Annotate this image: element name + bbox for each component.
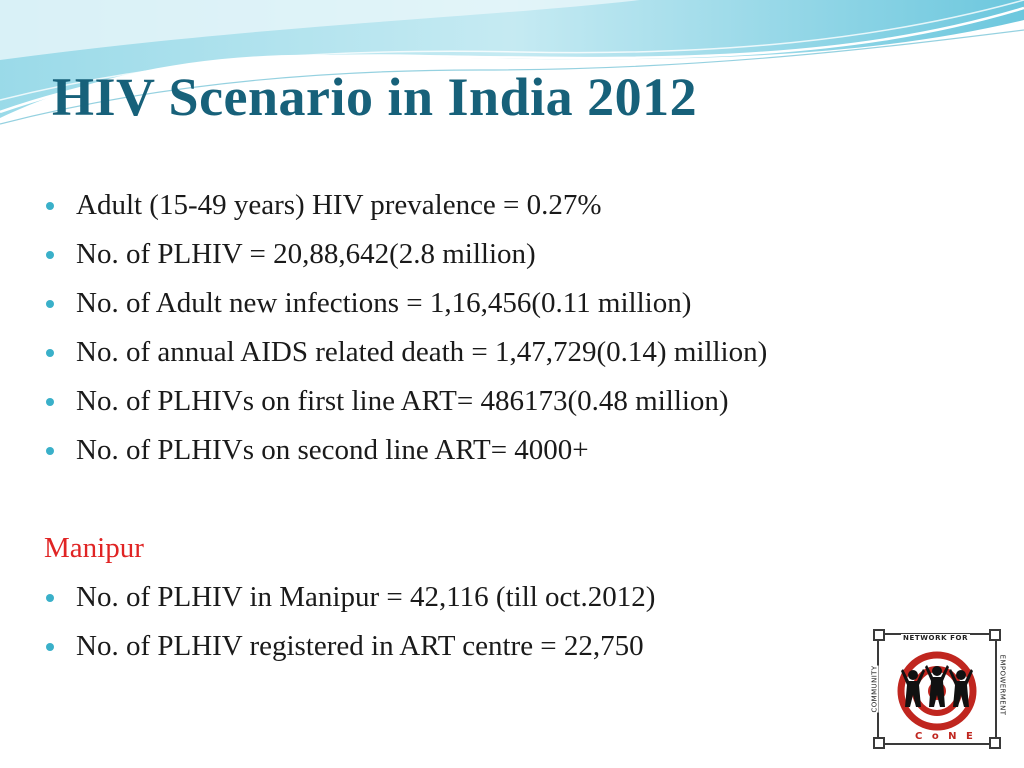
logo-left-text: COMMUNITY: [870, 665, 879, 713]
list-item: No. of PLHIVs on second line ART= 4000+: [44, 426, 904, 475]
bullet-icon: [46, 251, 54, 259]
bullet-icon: [46, 447, 54, 455]
list-item: No. of Adult new infections = 1,16,456(0…: [44, 279, 904, 328]
list-item: No. of PLHIVs on first line ART= 486173(…: [44, 377, 904, 426]
bullet-icon: [46, 643, 54, 651]
bullet-icon: [46, 594, 54, 602]
bullet-icon: [46, 202, 54, 210]
list-item: Adult (15-49 years) HIV prevalence = 0.2…: [44, 181, 904, 230]
logo-top-text: NETWORK FOR: [901, 634, 971, 642]
cone-logo: NETWORK FOR COMMUNITY EMPOWERMENT C o N …: [870, 629, 1007, 749]
bullet-icon: [46, 349, 54, 357]
logo-corner: [873, 629, 885, 641]
list-item: No. of PLHIV registered in ART centre = …: [44, 622, 904, 671]
bullet-text: No. of PLHIV in Manipur = 42,116 (till o…: [76, 581, 656, 613]
header-wave-decoration: [0, 0, 1024, 125]
bullet-text: No. of Adult new infections = 1,16,456(0…: [76, 287, 692, 319]
logo-corner: [989, 737, 1001, 749]
slide-title: HIV Scenario in India 2012: [52, 67, 698, 127]
list-item: No. of PLHIV = 20,88,642(2.8 million): [44, 230, 904, 279]
spacer: [44, 475, 904, 524]
list-item: No. of annual AIDS related death = 1,47,…: [44, 328, 904, 377]
list-item: No. of PLHIV in Manipur = 42,116 (till o…: [44, 573, 904, 622]
bullet-text: Adult (15-49 years) HIV prevalence = 0.2…: [76, 189, 602, 221]
manipur-statistics-list: No. of PLHIV in Manipur = 42,116 (till o…: [44, 573, 904, 671]
logo-corner: [873, 737, 885, 749]
logo-emblem-icon: [897, 651, 977, 731]
bullet-text: No. of PLHIV registered in ART centre = …: [76, 630, 644, 662]
logo-right-text: EMPOWERMENT: [998, 654, 1007, 716]
bullet-text: No. of PLHIVs on first line ART= 486173(…: [76, 385, 729, 417]
national-statistics-list: Adult (15-49 years) HIV prevalence = 0.2…: [44, 181, 904, 475]
section-heading-manipur: Manipur: [44, 532, 144, 564]
bullet-text: No. of PLHIV = 20,88,642(2.8 million): [76, 238, 536, 270]
logo-corner: [989, 629, 1001, 641]
bullet-icon: [46, 398, 54, 406]
slide-content: Adult (15-49 years) HIV prevalence = 0.2…: [44, 181, 904, 671]
bullet-text: No. of annual AIDS related death = 1,47,…: [76, 336, 768, 368]
logo-bottom-text: C o N E: [915, 731, 976, 742]
bullet-icon: [46, 300, 54, 308]
bullet-text: No. of PLHIVs on second line ART= 4000+: [76, 434, 589, 466]
